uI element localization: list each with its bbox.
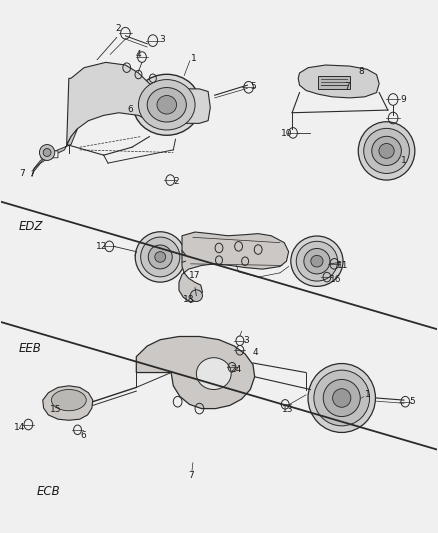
Ellipse shape xyxy=(323,379,360,417)
Ellipse shape xyxy=(190,290,202,302)
Text: 11: 11 xyxy=(337,261,349,270)
Ellipse shape xyxy=(155,252,166,262)
Ellipse shape xyxy=(308,364,375,432)
Polygon shape xyxy=(32,128,78,176)
Ellipse shape xyxy=(147,87,186,122)
Polygon shape xyxy=(179,232,289,303)
Ellipse shape xyxy=(43,149,51,157)
Ellipse shape xyxy=(311,255,323,267)
Text: 3: 3 xyxy=(244,336,249,345)
Ellipse shape xyxy=(157,95,177,114)
Text: 14: 14 xyxy=(14,423,26,432)
Text: 18: 18 xyxy=(184,295,195,304)
Text: 1: 1 xyxy=(365,390,371,399)
Ellipse shape xyxy=(51,390,86,411)
Text: 5: 5 xyxy=(410,397,415,406)
Text: 2: 2 xyxy=(173,177,179,186)
Text: 6: 6 xyxy=(81,431,86,440)
Text: 24: 24 xyxy=(230,366,241,374)
Text: 13: 13 xyxy=(282,405,293,414)
Polygon shape xyxy=(41,151,58,158)
Polygon shape xyxy=(298,65,379,98)
Text: 6: 6 xyxy=(127,104,133,114)
Text: 5: 5 xyxy=(251,82,256,91)
Text: 7: 7 xyxy=(344,82,350,91)
Text: 16: 16 xyxy=(330,274,342,284)
Ellipse shape xyxy=(196,358,231,390)
Text: 12: 12 xyxy=(96,242,108,251)
Ellipse shape xyxy=(133,74,201,135)
Polygon shape xyxy=(67,62,210,144)
Ellipse shape xyxy=(358,122,415,180)
Ellipse shape xyxy=(314,370,370,426)
Ellipse shape xyxy=(148,245,172,269)
Polygon shape xyxy=(136,336,254,409)
Ellipse shape xyxy=(372,136,401,165)
Text: 8: 8 xyxy=(358,67,364,76)
Text: 4: 4 xyxy=(135,50,141,59)
Ellipse shape xyxy=(296,241,338,281)
Text: 15: 15 xyxy=(50,405,62,414)
Text: 7: 7 xyxy=(20,168,25,177)
Ellipse shape xyxy=(141,237,180,277)
Text: 4: 4 xyxy=(253,348,258,357)
Text: 1: 1 xyxy=(191,54,197,63)
Ellipse shape xyxy=(135,232,185,282)
Ellipse shape xyxy=(138,79,195,130)
Polygon shape xyxy=(43,386,93,420)
Ellipse shape xyxy=(332,389,351,407)
Text: 1: 1 xyxy=(401,156,406,165)
Text: EDZ: EDZ xyxy=(19,220,43,233)
Text: 2: 2 xyxy=(116,25,121,34)
Text: EEB: EEB xyxy=(19,342,42,355)
Text: 7: 7 xyxy=(188,471,194,480)
Text: 10: 10 xyxy=(281,130,293,139)
Polygon shape xyxy=(318,76,350,89)
Text: ECB: ECB xyxy=(36,486,60,498)
Ellipse shape xyxy=(364,128,410,173)
Ellipse shape xyxy=(39,144,55,160)
Text: 17: 17 xyxy=(189,271,201,280)
Ellipse shape xyxy=(379,143,394,158)
Ellipse shape xyxy=(304,248,330,274)
Text: 3: 3 xyxy=(159,35,165,44)
Text: 9: 9 xyxy=(400,95,406,104)
Ellipse shape xyxy=(291,236,343,286)
